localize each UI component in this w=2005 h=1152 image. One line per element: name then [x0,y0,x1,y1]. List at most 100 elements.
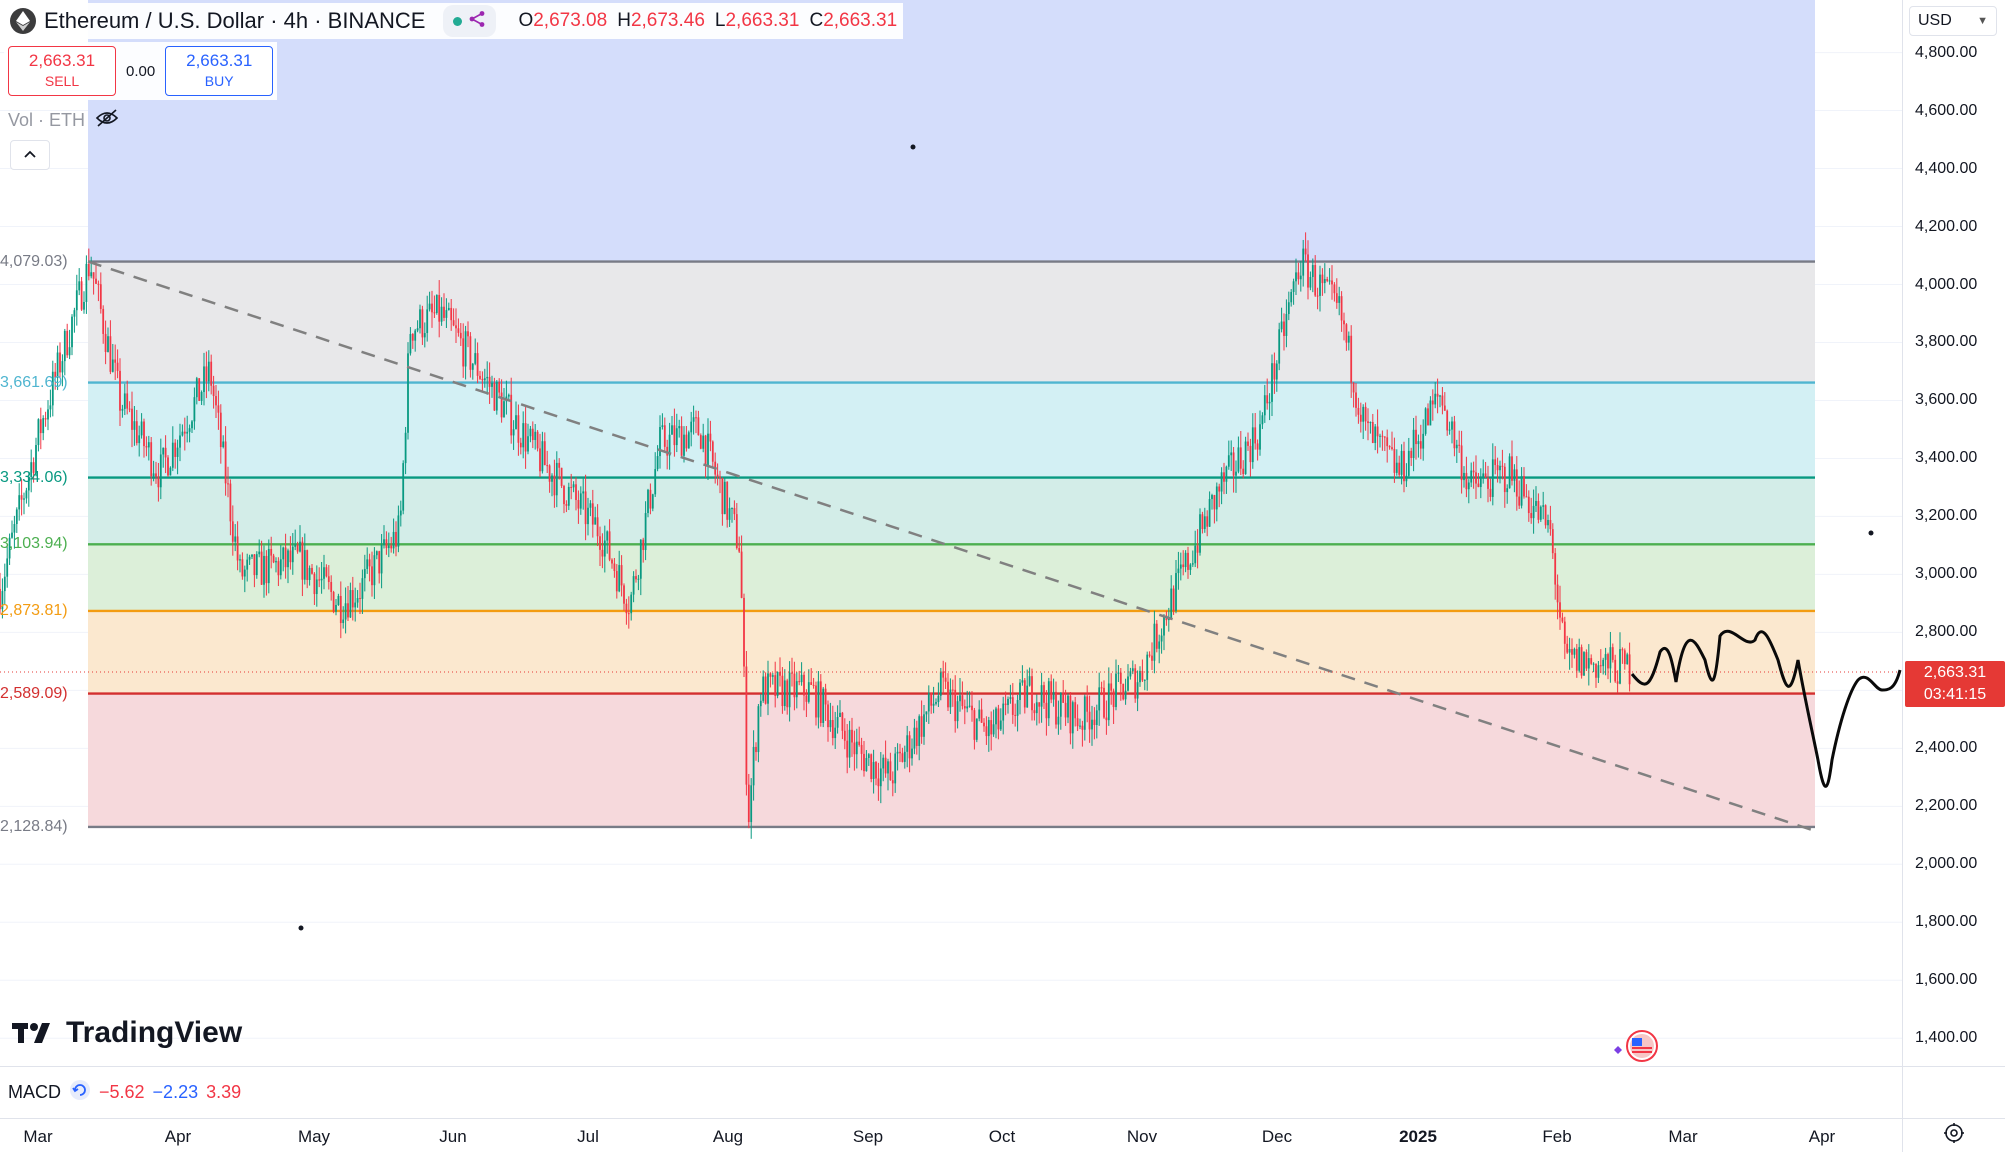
price-tick-label: 3,200.00 [1915,507,1978,525]
candle-body [1419,441,1422,449]
candle-body [1458,444,1461,446]
candle-body [1115,673,1117,708]
economic-events-flag-icon[interactable] [1612,1028,1668,1066]
candle-body [1129,671,1132,677]
time-tick-label: Feb [1542,1127,1572,1146]
fib-zone [88,544,1815,611]
candle-body [697,417,700,436]
candle-body [1117,672,1120,674]
candle-body [123,393,126,409]
candle-body [1335,293,1338,303]
candle-body [603,540,606,557]
candle-body [253,554,256,576]
candle-body [1254,427,1257,444]
candle-body [337,595,340,605]
candle-body [68,347,71,356]
candle-body [726,481,729,520]
fib-level-label: 4,079.03) [0,252,68,270]
candle-body [421,309,424,338]
price-axis[interactable]: USD ▼ 4,800.00 4,600.00 4,400.00 4,200.00 4,… [1902,0,2005,1066]
chart-area[interactable]: Ethereum / U.S. Dollar · 4h · BINANCE O2… [0,0,1902,1066]
price-tick-label: 1,800.00 [1915,913,1978,931]
candle-body [1470,470,1473,483]
candle-body [1326,279,1329,281]
candle-body [404,432,407,464]
candle-body [1556,584,1559,603]
refresh-icon[interactable] [69,1079,91,1106]
candle-body [42,418,45,434]
candle-body [1227,455,1230,467]
candle-body [582,491,585,494]
candle-body [723,481,726,515]
candle-body [140,421,143,436]
macd-legend[interactable]: MACD −5.62 −2.23 3.39 [8,1079,241,1106]
candle-body [1400,450,1403,475]
candle-body [1422,433,1425,449]
timezone-settings-icon[interactable] [1943,1122,1965,1149]
buy-button[interactable]: 2,663.31 BUY [165,46,274,96]
price-tick-label: 4,200.00 [1915,217,1978,235]
candle-body [1002,703,1005,721]
candle-body [1386,437,1389,447]
candle-body [675,428,678,446]
candle-body [1575,648,1578,671]
candle-body [1007,698,1009,706]
candle-body [1143,679,1146,681]
candle-body [1112,690,1115,708]
price-tick-label: 4,000.00 [1915,275,1978,293]
candle-body [438,294,441,322]
candle-body [207,361,210,382]
candle-body [1547,520,1549,526]
time-tick-label: 2025 [1399,1127,1437,1146]
candle-body [1443,405,1446,411]
sell-button[interactable]: 2,663.31 SELL [8,46,116,96]
candle-body [18,495,21,510]
candle-body [1232,452,1235,476]
price-tick-label: 4,800.00 [1915,43,1978,61]
candle-body [635,576,637,580]
eye-hidden-icon[interactable] [95,108,119,133]
candle-body [327,576,330,583]
candle-body [877,778,880,787]
candle-body [356,598,359,603]
candle-body [1230,452,1233,456]
candle-body [1463,472,1465,481]
candle-body [171,442,174,468]
market-status-pill[interactable] [443,5,497,37]
volume-legend[interactable]: Vol · ETH [8,108,119,133]
macd-pane[interactable]: MACD −5.62 −2.23 3.39 [0,1066,1902,1118]
time-axis-settings[interactable] [1902,1118,2005,1152]
candle-body [1518,496,1521,506]
candle-body [1273,363,1276,380]
currency-select[interactable]: USD ▼ [1909,6,1997,36]
collapse-legend-button[interactable] [10,140,50,170]
candle-body [531,428,534,441]
candle-body [500,392,503,418]
candle-body [1098,687,1101,711]
candle-body [1489,488,1492,497]
price-tick-label: 2,000.00 [1915,855,1978,873]
symbol-title[interactable]: Ethereum / U.S. Dollar · 4h · BINANCE [44,8,426,33]
candle-body [779,672,781,676]
share-icon[interactable] [468,8,486,34]
candle-body [1081,725,1084,730]
candle-body [476,353,479,376]
fib-zone [88,261,1815,383]
ohlc-values: O2,673.08 H2,673.46 L2,663.31 C2,663.31 [518,10,897,32]
candle-body [95,278,97,284]
candle-body [1448,429,1451,431]
candle-body [1328,280,1331,282]
candle-body [1011,697,1014,715]
candle-body [1259,424,1261,450]
candle-body [294,544,297,547]
candle-body [498,381,501,393]
time-axis[interactable]: Mar Apr May Jun Jul Aug Sep Oct Nov Dec 2025 Feb Mar… [0,1118,1902,1152]
candle-body [1599,665,1602,667]
candle-body [193,397,196,422]
candle-body [930,693,933,706]
candle-body [519,442,522,448]
candle-body [752,746,755,786]
macd-value-2: −2.23 [152,1082,199,1102]
volume-label: Vol · ETH [8,110,86,130]
candle-body [673,425,676,446]
